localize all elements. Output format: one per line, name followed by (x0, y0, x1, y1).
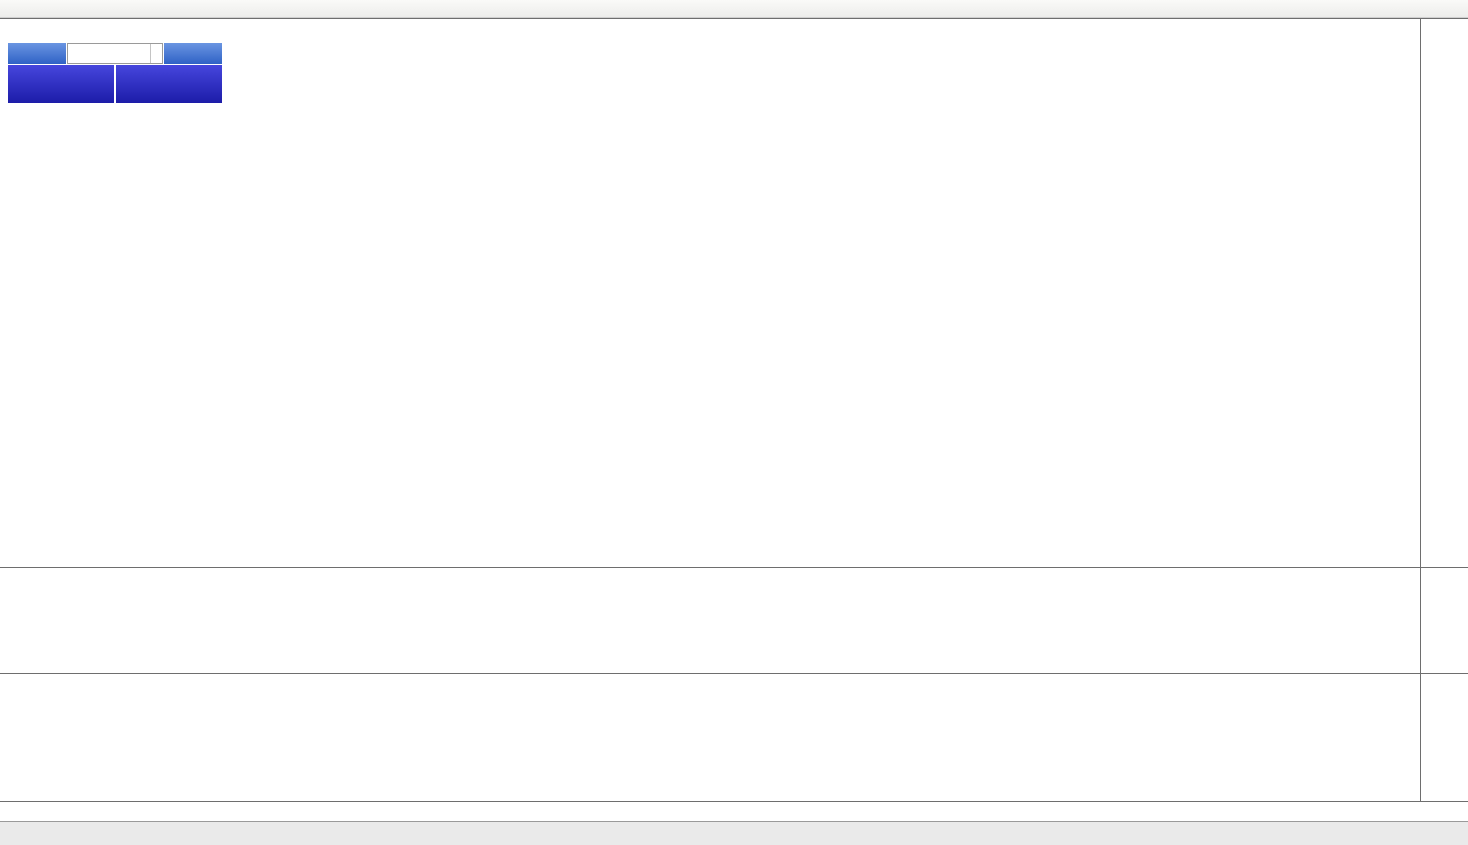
one-click-trading-panel (8, 43, 222, 103)
main-plot[interactable] (0, 19, 1420, 567)
buy-button[interactable] (164, 43, 222, 64)
chart-title (5, 23, 8, 35)
rsi-plot[interactable] (0, 674, 1420, 801)
macd-panel (0, 567, 1468, 673)
macd-chart[interactable] (0, 568, 1420, 673)
time-axis[interactable] (0, 801, 1468, 821)
macd-label (4, 571, 12, 583)
chart-tab-bar (0, 821, 1468, 845)
rsi-chart[interactable] (0, 674, 1420, 801)
volume-box (67, 43, 163, 64)
main-chart-panel (0, 18, 1468, 567)
rsi-panel (0, 673, 1468, 801)
macd-plot[interactable] (0, 568, 1420, 673)
bid-price[interactable] (8, 65, 114, 103)
volume-input[interactable] (68, 44, 150, 63)
macd-axis[interactable] (1420, 568, 1468, 673)
rsi-axis[interactable] (1420, 674, 1468, 801)
price-axis[interactable] (1420, 19, 1468, 567)
sell-button[interactable] (8, 43, 66, 64)
ask-price[interactable] (116, 65, 222, 103)
rsi-label (4, 677, 8, 689)
volume-spinner[interactable] (150, 44, 162, 63)
timeframe-toolbar (0, 0, 1468, 18)
